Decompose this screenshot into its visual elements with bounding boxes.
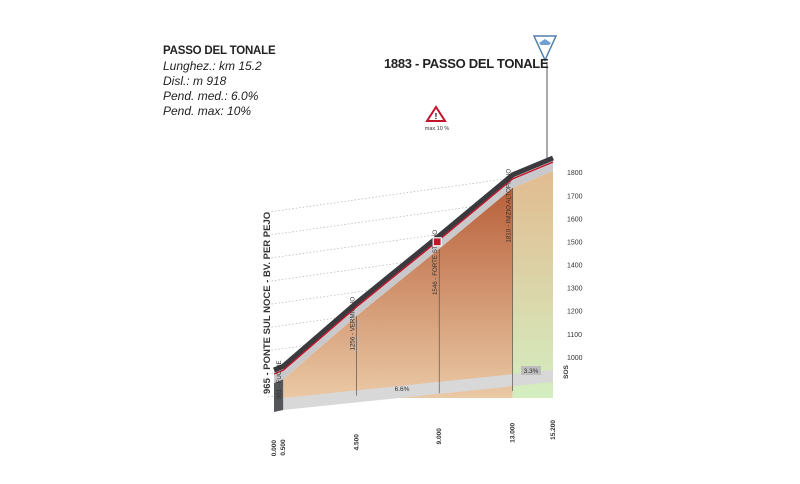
profile-fill — [274, 62, 553, 412]
waypoint-label: 1256 - VERMIGLIO — [350, 297, 357, 351]
sos-label: SOS — [563, 364, 570, 378]
road-edge — [273, 155, 554, 373]
warning-icon-glyph: ! — [435, 112, 438, 121]
gradient-label-box — [521, 366, 541, 375]
gradient-label: 6.6% — [395, 386, 410, 393]
climb-avg-gradient: Pend. med.: 6.0% — [163, 89, 259, 103]
waypoint-label-start: 965 - PONTE SUL NOCE - BV. PER PEJO — [262, 212, 273, 394]
waypoint-label: 1546 - FORTE STRINO — [432, 230, 439, 295]
grid-line — [267, 218, 554, 259]
waypoint-label: 981 - FUCINE — [276, 360, 283, 399]
profile-left-face — [274, 379, 284, 412]
y-tick-label: 1700 — [567, 193, 583, 200]
y-tick-label: 1800 — [567, 170, 583, 177]
climb-max-gradient: Pend. max: 10% — [163, 104, 252, 118]
segment-fill-final — [512, 171, 553, 398]
y-tick-label: 1200 — [567, 309, 583, 316]
grid-line — [267, 171, 554, 213]
x-tick-label: 15.200 — [550, 420, 557, 440]
waypoint-label: 1810 - INIZIO ALTOPIANO — [506, 169, 513, 243]
summit-icon — [532, 35, 558, 62]
y-tick-label: 1300 — [567, 286, 583, 293]
x-tick-label: 9.000 — [436, 428, 443, 445]
climb-info-panel: PASSO DEL TONALE Lunghez.: km 15.2 Disl.… — [163, 44, 276, 119]
max-gradient-point — [432, 237, 442, 247]
floor-band — [283, 370, 553, 410]
road-surface — [274, 158, 553, 383]
profile-labels: 965 - PONTE SUL NOCE - BV. PER PEJO 981 -… — [262, 35, 570, 457]
y-tick-label: 1600 — [567, 216, 583, 223]
route-line — [273, 161, 554, 375]
summit-title: 1883 - PASSO DEL TONALE — [384, 56, 549, 71]
climb-length: Lunghez.: km 15.2 — [163, 59, 262, 73]
road-band — [273, 155, 554, 383]
climb-name: PASSO DEL TONALE — [163, 45, 276, 57]
y-tick-label: 1100 — [567, 332, 582, 339]
segment-fill-main — [283, 187, 513, 398]
gradient-label: 3.3% — [524, 368, 539, 375]
y-tick-label: 1000 — [567, 355, 583, 362]
x-tick-label: 0.000 — [271, 440, 278, 457]
warning-icon — [425, 105, 447, 122]
x-tick-label: 4.500 — [354, 434, 361, 451]
y-tick-label: 1400 — [567, 263, 583, 270]
x-tick-label: 13.000 — [510, 423, 517, 443]
summit-icon-mountain — [539, 39, 551, 45]
max-gradient-label: max 10 % — [425, 126, 450, 132]
climb-elevation-gain: Disl.: m 918 — [163, 74, 227, 88]
grid-line — [267, 194, 554, 236]
y-tick-label: 1500 — [567, 239, 583, 246]
x-tick-label: 0.500 — [280, 439, 287, 456]
